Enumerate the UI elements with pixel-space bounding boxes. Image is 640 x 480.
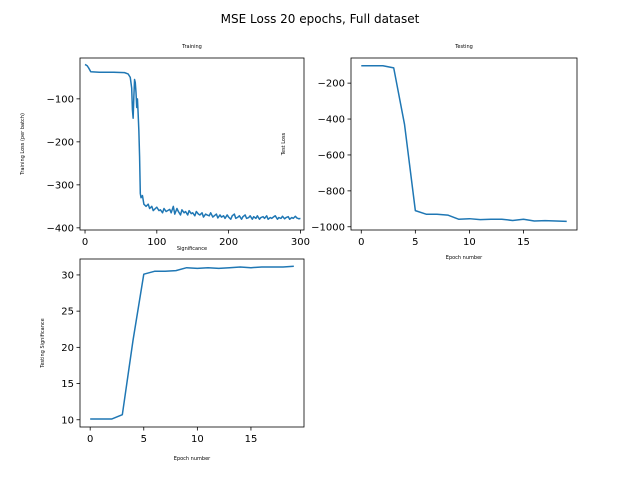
testing-loss-ytick-label: −800 xyxy=(318,186,345,197)
testing-significance-ytick-label: 25 xyxy=(61,307,74,318)
testing-significance-xtick-label: 15 xyxy=(245,434,258,445)
testing-significance-ylabel: Testing Significance xyxy=(40,318,46,368)
testing-loss-ytick-label: −600 xyxy=(318,150,345,161)
testing-significance-axes-frame xyxy=(79,258,305,428)
testing-significance-xlabel: Epoch number xyxy=(174,456,211,462)
training-ylabel: Training Loss (per batch) xyxy=(20,113,26,176)
training-ytick-label: −100 xyxy=(47,94,74,105)
testing-loss-ylabel: Test Loss xyxy=(281,132,287,156)
training-xlabel: Significance xyxy=(177,246,207,252)
testing-significance-panel: 0 5 10 15 10 15 20 25 30 Epoch number Testing Sign… xyxy=(40,258,305,462)
training-ytick-label: −300 xyxy=(47,180,74,191)
figure-suptitle: MSE Loss 20 epochs, Full dataset xyxy=(221,12,420,26)
testing-significance-series-line-0 xyxy=(90,265,294,420)
training-ytick-label: −400 xyxy=(47,223,74,234)
testing-loss-xtick-label: 10 xyxy=(463,237,476,248)
training-xtick-label: 200 xyxy=(219,237,238,248)
testing-significance-xtick-label: 5 xyxy=(141,434,147,445)
training-xtick-label: 300 xyxy=(291,237,310,248)
testing-significance-ytick-label: 10 xyxy=(61,415,74,426)
testing-loss-ytick-label: −400 xyxy=(318,115,345,126)
training-ytick-label: −200 xyxy=(47,137,74,148)
training-xtick-label: 100 xyxy=(147,237,166,248)
testing-loss-panel: 0 5 10 15 −200 −400 −600 −800 −1000 Testing Epoch … xyxy=(281,44,578,261)
training-loss-panel: 0 100 200 300 −100 −200 −300 −400 Training Signif… xyxy=(20,44,310,252)
testing-loss-axes-frame xyxy=(350,57,578,231)
testing-loss-ytick-label: −200 xyxy=(318,79,345,90)
testing-significance-ytick-label: 20 xyxy=(61,343,74,354)
testing-loss-ytick-label: −1000 xyxy=(311,222,345,233)
testing-loss-xtick-label: 15 xyxy=(517,237,530,248)
testing-significance-xtick-label: 0 xyxy=(87,434,93,445)
training-series-line-0 xyxy=(84,63,301,220)
training-xtick-label: 0 xyxy=(82,237,88,248)
training-title: Training xyxy=(181,44,202,50)
testing-significance-ytick-label: 15 xyxy=(61,379,74,390)
testing-loss-series-line-0 xyxy=(361,64,567,223)
training-axes-frame xyxy=(79,57,305,231)
testing-significance-xtick-label: 10 xyxy=(191,434,204,445)
testing-loss-xlabel: Epoch number xyxy=(446,255,483,261)
testing-loss-title: Testing xyxy=(454,44,473,50)
testing-loss-xtick-label: 0 xyxy=(358,237,364,248)
testing-significance-ytick-label: 30 xyxy=(61,270,74,281)
testing-loss-xtick-label: 5 xyxy=(412,237,418,248)
